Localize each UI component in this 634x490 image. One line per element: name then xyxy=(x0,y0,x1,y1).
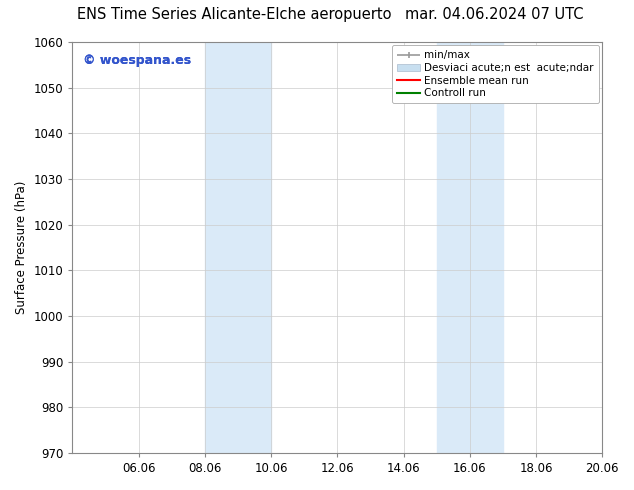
Text: © woespana.es: © woespana.es xyxy=(83,54,191,68)
Text: ENS Time Series Alicante-Elche aeropuerto: ENS Time Series Alicante-Elche aeropuert… xyxy=(77,7,392,23)
Bar xyxy=(437,42,503,453)
Y-axis label: Surface Pressure (hPa): Surface Pressure (hPa) xyxy=(15,181,28,314)
Text: mar. 04.06.2024 07 UTC: mar. 04.06.2024 07 UTC xyxy=(405,7,584,23)
Legend: min/max, Desviaci acute;n est  acute;ndar, Ensemble mean run, Controll run: min/max, Desviaci acute;n est acute;ndar… xyxy=(392,45,599,103)
Text: © woespana.es: © woespana.es xyxy=(83,54,191,68)
Bar xyxy=(205,42,271,453)
